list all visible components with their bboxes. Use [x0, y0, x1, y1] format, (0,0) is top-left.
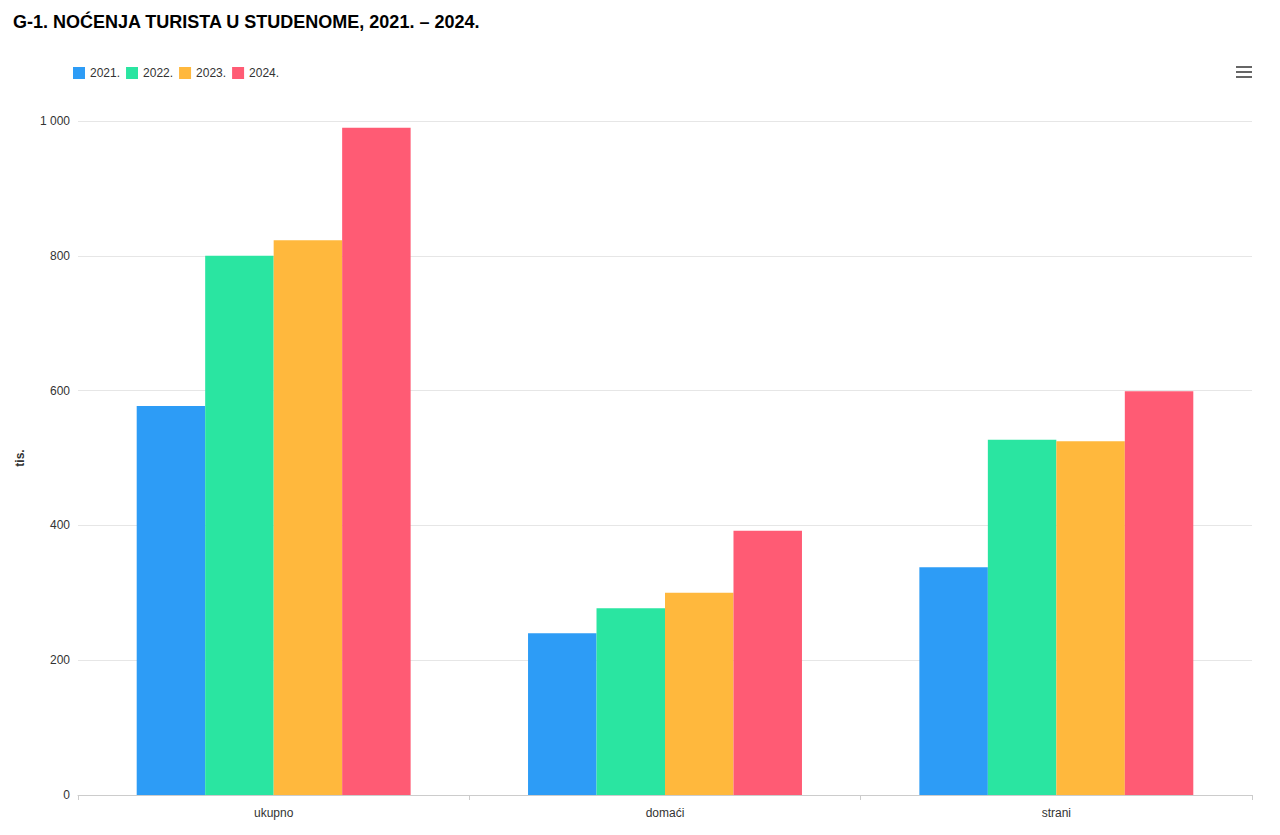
- svg-text:strani: strani: [1042, 806, 1071, 820]
- svg-text:G-1. NOĆENJA TURISTA U STUDENO: G-1. NOĆENJA TURISTA U STUDENOME, 2021. …: [13, 11, 479, 32]
- svg-text:200: 200: [50, 653, 70, 667]
- svg-text:1 000: 1 000: [40, 114, 70, 128]
- svg-text:600: 600: [50, 384, 70, 398]
- svg-text:tis.: tis.: [13, 449, 27, 466]
- svg-text:2024.: 2024.: [249, 66, 279, 80]
- svg-text:400: 400: [50, 518, 70, 532]
- svg-text:ukupno: ukupno: [254, 806, 294, 820]
- svg-text:2022.: 2022.: [143, 66, 173, 80]
- svg-text:domaći: domaći: [646, 806, 685, 820]
- svg-text:2021.: 2021.: [90, 66, 120, 80]
- svg-text:800: 800: [50, 249, 70, 263]
- svg-text:2023.: 2023.: [196, 66, 226, 80]
- svg-text:0: 0: [63, 788, 70, 802]
